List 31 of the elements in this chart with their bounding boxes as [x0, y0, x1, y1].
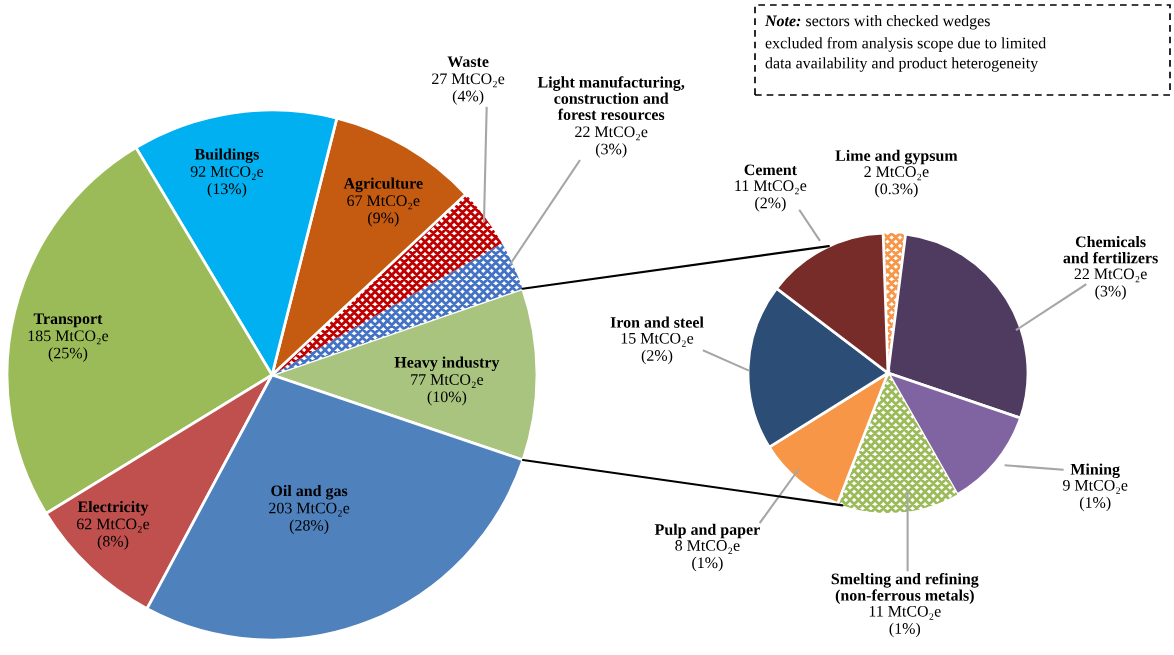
- slice-label: Mining: [1070, 463, 1120, 478]
- data-label: 9 MtCO₂e (1%): [1062, 479, 1128, 512]
- slice-label: Cement: [744, 164, 797, 176]
- slice-label: Oil and gas: [271, 484, 348, 500]
- slice-label: Pulp and paper: [654, 523, 760, 539]
- data-label: 203 MtCO₂e (28%): [269, 502, 350, 534]
- data-label: 22 MtCO₂e (3%): [1074, 268, 1147, 300]
- data-label: 27 MtCO₂e (4%): [432, 73, 505, 105]
- slice-label: Iron and steel: [610, 316, 704, 328]
- slice-label: Lime and gypsum: [835, 149, 958, 165]
- data-label: 15 MtCO₂e (2%): [621, 332, 694, 365]
- slice-label: Waste: [447, 56, 489, 68]
- data-label: 22 MtCO₂e (3%): [575, 126, 648, 158]
- data-label: 11 MtCO₂e (2%): [735, 180, 807, 212]
- data-label: 8 MtCO₂e (1%): [675, 540, 740, 572]
- slice-label: Agriculture: [343, 177, 423, 193]
- data-label: 62 MtCO₂e (8%): [76, 518, 150, 550]
- slice-label: Smelting and refining (non-ferrous metals): [831, 572, 979, 604]
- data-label: 67 MtCO₂e (9%): [347, 195, 420, 227]
- slice-label: Heavy industry: [394, 356, 500, 372]
- slice-label: Transport: [33, 313, 103, 328]
- data-label: 77 MtCO₂e (10%): [411, 374, 484, 406]
- slice-label: Light manufacturing, construction and forest resources: [537, 76, 685, 121]
- data-label: 185 MtCO₂e (25%): [28, 330, 109, 362]
- data-label: 92 MtCO₂e (13%): [190, 166, 264, 198]
- data-label: 11 MtCO₂e (1%): [869, 605, 941, 638]
- data-label: 2 MtCO₂e (0.3%): [864, 166, 929, 198]
- slice-label: Buildings: [194, 148, 259, 163]
- slice-label: Chemicals and fertilizers: [1063, 235, 1158, 264]
- slice-label: Electricity: [77, 500, 149, 516]
- text: Note: sectors with checked wedges excluded from analysis scope due to limited data availability and product heterogeneity: [764, 15, 1047, 72]
